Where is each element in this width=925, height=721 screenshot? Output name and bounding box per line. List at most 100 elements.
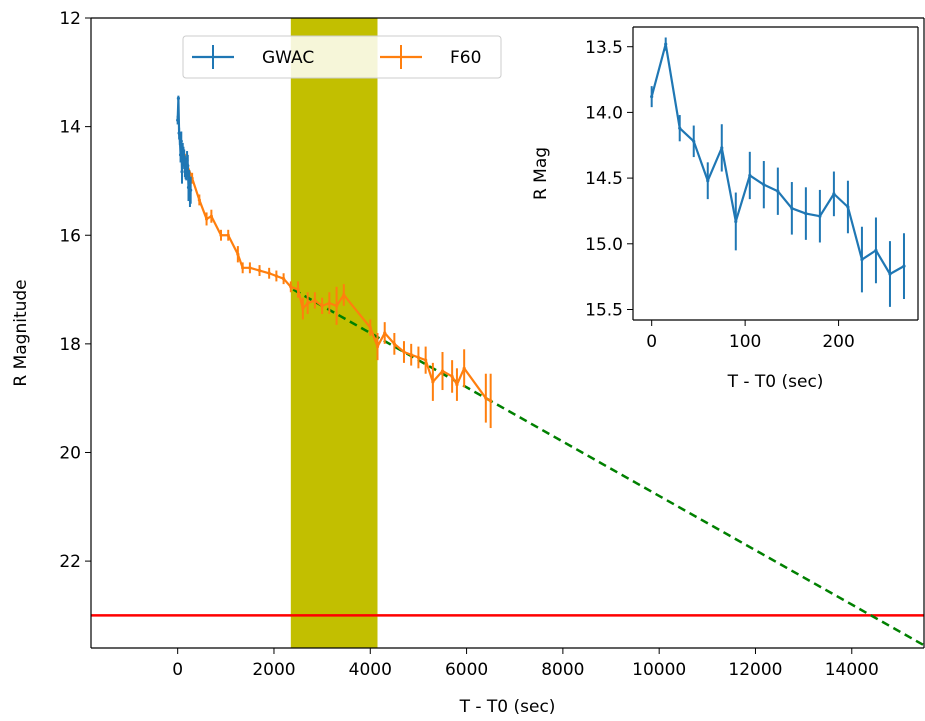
inset-plot-area	[633, 27, 918, 320]
main-data-point	[236, 252, 240, 256]
main-data-point	[334, 304, 339, 308]
main-x-tick-label: 4000	[349, 660, 392, 680]
main-data-point	[313, 298, 317, 303]
inset-data-point	[888, 272, 892, 276]
inset-plot: 0 100 200 13.5 14.0 14.5 15.0 15.5 T - T0 (sec) R…	[531, 26, 919, 392]
inset-x-axis-label: T - T0 (sec)	[727, 372, 824, 392]
main-data-point	[185, 158, 189, 162]
main-data-point	[375, 344, 380, 349]
main-data-point	[186, 185, 191, 190]
inset-x-tick-label: 100	[729, 332, 761, 352]
main-data-point	[306, 301, 310, 305]
main-data-point	[187, 182, 191, 186]
main-data-point	[182, 157, 186, 161]
main-data-point	[180, 170, 184, 174]
legend-label: GWAC	[262, 48, 314, 68]
main-data-point	[179, 139, 183, 143]
main-data-point	[489, 399, 493, 403]
main-data-point	[186, 164, 190, 168]
main-y-tick-label: 16	[59, 226, 81, 246]
inset-data-point	[776, 189, 780, 193]
inset-data-point	[650, 95, 654, 99]
main-data-point	[178, 153, 183, 157]
main-data-point	[274, 274, 278, 278]
main-series-fit	[292, 288, 924, 647]
main-data-point	[431, 380, 435, 384]
inset-y-tick-label: 15.0	[585, 235, 623, 255]
legend-label: F60	[450, 48, 481, 68]
main-data-point	[267, 271, 271, 275]
legend: GWAC F60	[182, 35, 502, 79]
inset-data-point	[846, 205, 850, 209]
main-series-line	[183, 158, 492, 402]
inset-data-point	[790, 206, 794, 210]
main-x-tick-label: 6000	[445, 660, 488, 680]
main-data-point	[177, 131, 181, 135]
main-data-point	[416, 355, 421, 360]
inset-data-point	[902, 264, 906, 268]
main-data-point	[440, 369, 445, 373]
main-data-point	[176, 118, 180, 122]
main-x-tick-label: 2000	[252, 660, 295, 680]
main-data-point	[188, 191, 192, 196]
inset-series-gwac	[650, 37, 906, 307]
main-shaded-band	[290, 18, 378, 648]
inset-data-point	[734, 219, 738, 224]
main-data-point	[484, 396, 488, 400]
inset-data-point	[664, 42, 668, 46]
main-data-point	[342, 293, 346, 297]
inset-x-tick-label: 0	[646, 332, 657, 352]
inset-data-point	[692, 139, 696, 143]
main-data-point	[296, 287, 300, 292]
main-data-point	[320, 304, 324, 308]
main-data-point	[282, 277, 286, 281]
main-data-point	[455, 382, 459, 387]
legend-item-gwac: GWAC	[192, 45, 314, 69]
main-data-point	[368, 325, 372, 330]
main-data-point	[204, 217, 209, 221]
main-series-f60	[183, 153, 493, 429]
main-x-tick-label: 10000	[632, 660, 686, 680]
main-data-point	[197, 198, 201, 202]
inset-data-point	[748, 173, 752, 178]
main-data-point	[209, 214, 213, 218]
inset-data-point	[706, 179, 710, 183]
main-x-axis-label: T - T0 (sec)	[459, 697, 556, 717]
main-y-tick-label: 14	[59, 118, 81, 138]
main-data-point	[219, 233, 223, 237]
inset-y-tick-label: 14.0	[585, 104, 623, 124]
main-y-tick-label: 18	[59, 335, 81, 355]
main-data-point	[226, 233, 230, 237]
inset-y-axis-label: R Mag	[531, 147, 551, 200]
main-data-point	[409, 353, 413, 357]
main-data-point	[327, 301, 331, 305]
main-x-tick-label: 8000	[541, 660, 584, 680]
legend-box	[182, 35, 502, 79]
inset-data-point	[762, 183, 766, 187]
main-data-point	[383, 331, 387, 335]
inset-data-point	[874, 248, 878, 252]
main-data-point	[289, 285, 293, 289]
inset-y-tick-label: 13.5	[585, 38, 623, 58]
inset-data-point	[860, 257, 864, 262]
inset-data-point	[678, 126, 682, 130]
main-x-tick-label: 14000	[825, 660, 879, 680]
main-y-tick-label: 12	[59, 9, 81, 29]
legend-item-f60: F60	[380, 45, 481, 69]
main-y-tick-label: 22	[59, 552, 81, 572]
main-data-point	[392, 342, 396, 346]
main-y-tick-label: 20	[59, 444, 81, 464]
main-data-point	[176, 96, 180, 100]
main-series-gwac	[176, 95, 193, 207]
main-x-tick-label: 12000	[728, 660, 782, 680]
main-data-point	[189, 188, 193, 192]
main-data-point	[184, 167, 188, 172]
inset-x-tick-label: 200	[822, 332, 854, 352]
main-data-point	[181, 154, 186, 159]
main-data-point	[424, 358, 428, 362]
inset-data-point	[720, 146, 724, 150]
inset-y-tick-label: 15.5	[585, 301, 623, 321]
main-data-point	[450, 374, 454, 379]
